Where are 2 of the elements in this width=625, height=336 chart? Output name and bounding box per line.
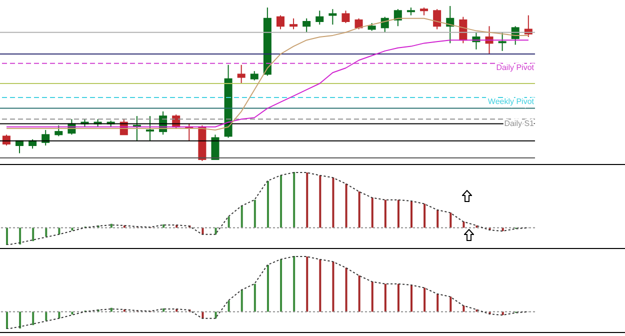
ref-line-label: Daily Pivot (496, 63, 535, 72)
ref-line-label: Weekly Pivot (488, 97, 535, 106)
